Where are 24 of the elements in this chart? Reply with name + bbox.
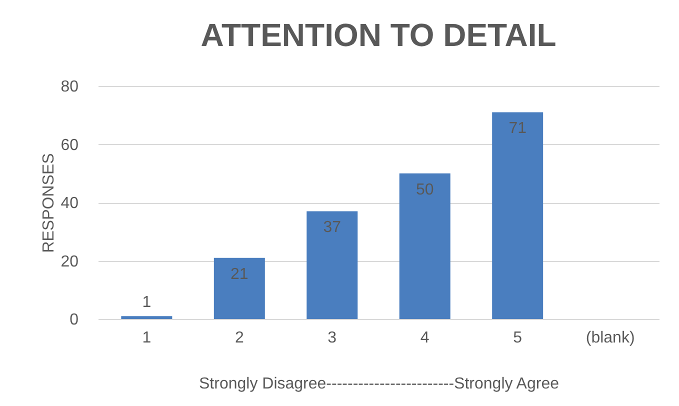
x-axis-title: Strongly Disagree------------------------Strongly Agree: [199, 376, 560, 392]
bar: [121, 316, 172, 319]
x-tick-label: 3: [328, 330, 337, 346]
chart-title: ATTENTION TO DETAIL: [200, 17, 556, 53]
y-tick-label: 80: [60, 78, 79, 96]
x-tick-label: 4: [420, 330, 430, 346]
x-tick-label: (blank): [586, 330, 635, 346]
y-tick-label: 40: [60, 195, 79, 212]
y-tick-label: 0: [70, 312, 79, 328]
data-label: 1: [142, 294, 152, 312]
data-label: 21: [230, 266, 248, 283]
data-label: 71: [508, 120, 527, 138]
y-tick-label: 20: [60, 253, 79, 270]
data-label: 50: [416, 181, 434, 198]
x-tick-label: 2: [234, 330, 244, 346]
x-tick-label: 5: [513, 330, 522, 346]
bar: [492, 112, 544, 319]
bar: [399, 173, 450, 319]
x-tick-label: 1: [142, 330, 152, 346]
data-label: 37: [323, 219, 342, 236]
bar: [306, 211, 358, 319]
y-axis-title: RESPONSES: [40, 153, 58, 253]
bar: [214, 258, 265, 319]
y-tick-label: 60: [60, 136, 79, 154]
